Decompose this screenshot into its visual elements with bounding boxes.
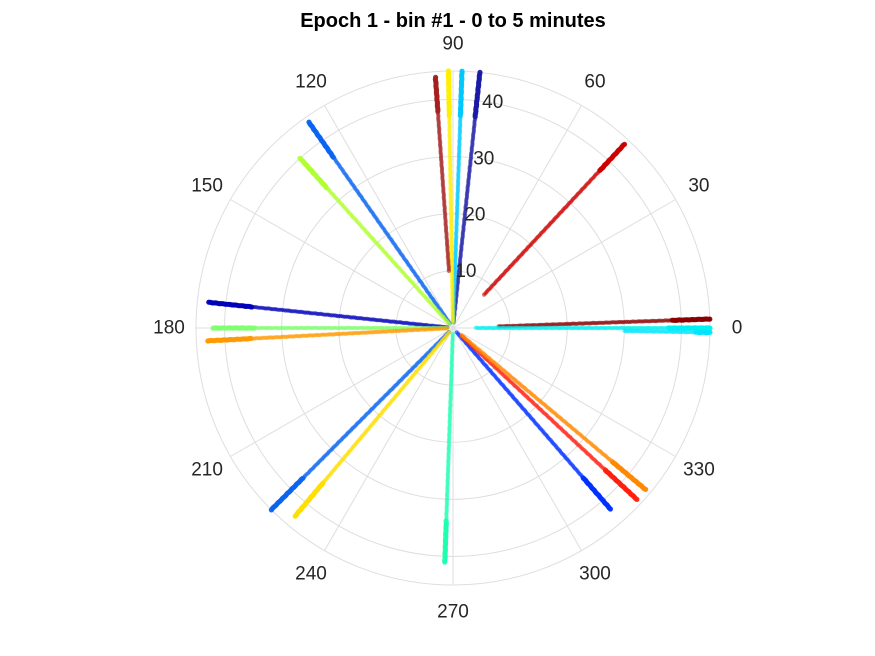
radial-tick-label: 20 (464, 205, 485, 226)
angle-tick-label: 300 (579, 563, 611, 584)
angle-tick-label: 0 (732, 318, 743, 339)
data-point (445, 68, 451, 74)
data-point (477, 69, 483, 75)
data-ray (622, 328, 713, 336)
angle-tick-label: 30 (688, 176, 709, 197)
grid-spoke (230, 327, 454, 457)
grid-spoke (452, 327, 582, 551)
data-point (205, 338, 211, 344)
grid-spoke (324, 105, 454, 329)
tick-labels: 0 30 60 90 120 150 180 210 240 270 300 330 10 20 30 40 (153, 34, 742, 623)
angle-tick-label: 90 (442, 34, 463, 55)
data-point (459, 68, 465, 74)
data-ray (268, 330, 452, 513)
data-point (297, 155, 303, 161)
data-point (206, 299, 212, 305)
data-ray (482, 141, 628, 297)
data-point (607, 506, 614, 512)
data-ray (459, 333, 649, 492)
grid-spoke (324, 327, 454, 551)
angle-tick-label: 150 (191, 176, 223, 197)
data-ray (496, 316, 713, 329)
data-point (643, 486, 649, 492)
data-ray (454, 330, 614, 512)
data-ray (292, 330, 452, 519)
data-point (306, 119, 312, 125)
angle-tick-label: 330 (683, 459, 715, 480)
angle-tick-label: 240 (295, 563, 327, 584)
angle-tick-label: 270 (437, 601, 469, 622)
data-ray (459, 333, 640, 502)
data-point (634, 496, 640, 502)
data-point (707, 325, 713, 331)
data-point (707, 316, 713, 322)
chart-title: Epoch 1 - bin #1 - 0 to 5 minutes (300, 10, 606, 32)
grid-spoke (452, 199, 676, 329)
data-point (442, 559, 448, 565)
data-ray (297, 155, 452, 326)
data-series (205, 68, 713, 565)
data-point (268, 507, 274, 513)
angle-tick-label: 60 (584, 72, 605, 93)
data-point (433, 74, 439, 80)
radial-tick-label: 30 (473, 148, 494, 169)
angle-tick-label: 210 (191, 459, 223, 480)
angle-tick-label: 120 (295, 72, 327, 93)
data-point (707, 329, 713, 335)
data-ray (206, 299, 450, 330)
angle-tick-label: 180 (153, 318, 185, 339)
data-point (292, 513, 298, 519)
data-point (621, 141, 628, 147)
grid-spoke (452, 105, 582, 329)
radial-tick-label: 10 (455, 261, 476, 282)
grid-spoke (230, 199, 454, 329)
data-ray (306, 119, 452, 326)
data-point (210, 325, 216, 331)
data-ray (445, 68, 455, 325)
radial-tick-label: 40 (482, 92, 503, 113)
data-ray (442, 331, 455, 565)
data-ray (432, 74, 451, 274)
data-ray (205, 326, 450, 344)
data-ray (473, 325, 713, 331)
grid-spoke (452, 327, 676, 457)
